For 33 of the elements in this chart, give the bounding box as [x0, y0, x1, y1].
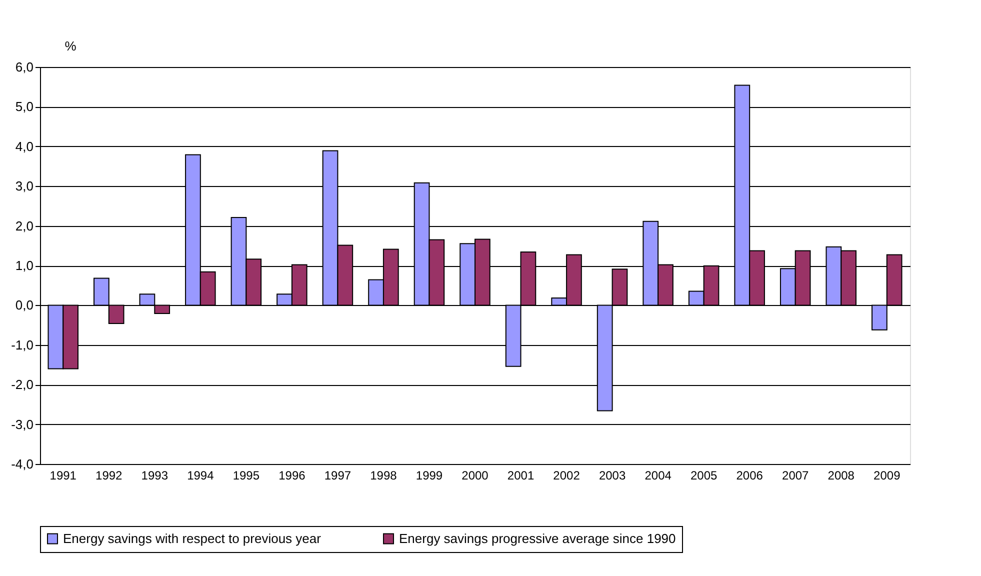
x-tick-label: 2008	[828, 468, 855, 482]
y-tick-label: 1,0	[15, 258, 34, 273]
y-tick-label: 5,0	[15, 99, 34, 114]
x-tick-label: 2004	[644, 468, 672, 482]
y-tick-label: 4,0	[15, 138, 34, 154]
x-tick-label: 1991	[50, 468, 77, 482]
legend-label: Energy savings with respect to previous year	[63, 530, 322, 546]
y-tick-label: 2,0	[15, 218, 34, 234]
x-tick-label: 2006	[736, 468, 764, 482]
x-tick-label: 1994	[187, 468, 214, 482]
y-tick-label: -2,0	[11, 377, 34, 392]
x-tick-label: 1997	[324, 468, 352, 482]
y-tick-label: -4,0	[11, 456, 34, 472]
x-tick-label: 1995	[232, 468, 260, 482]
x-tick-label: 1998	[370, 468, 398, 482]
y-tick-label: -3,0	[11, 416, 34, 432]
x-tick-label: 1992	[96, 468, 123, 482]
x-tick-label: 1996	[278, 468, 306, 482]
x-tick-label: 2002	[553, 468, 580, 482]
x-tick-label: 2007	[782, 468, 810, 482]
x-tick-label: 2009	[874, 468, 901, 482]
y-tick-label: 3,0	[15, 178, 34, 194]
y-axis-title: %	[64, 38, 77, 54]
y-tick-label: 0,0	[15, 298, 34, 313]
x-tick-label: 2001	[507, 468, 534, 482]
x-tick-label: 1993	[141, 468, 168, 482]
x-tick-label: 2000	[462, 468, 489, 482]
x-tick-label: 2005	[690, 468, 718, 482]
y-tick-label: 6,0	[15, 60, 34, 74]
y-tick-label: -1,0	[11, 337, 34, 352]
legend-label: Energy savings progressive average since 1990	[399, 530, 676, 546]
x-tick-label: 2003	[598, 468, 626, 482]
x-tick-label: 1999	[416, 468, 443, 482]
